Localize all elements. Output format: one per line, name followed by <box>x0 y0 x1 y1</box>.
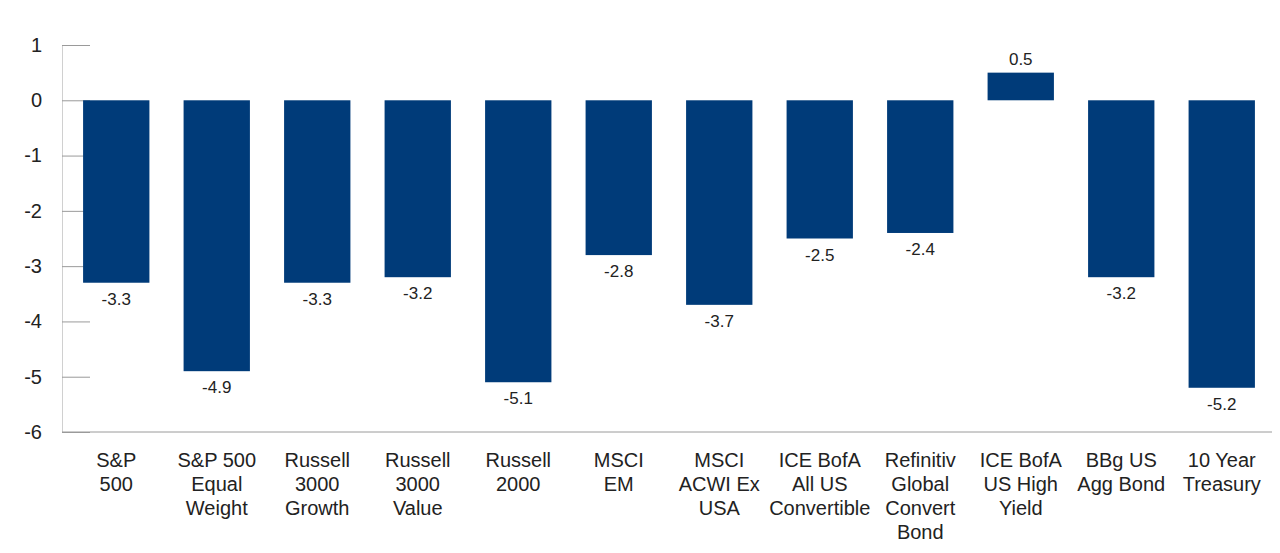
x-axis-line <box>62 432 1272 433</box>
data-label: -3.2 <box>403 284 432 303</box>
y-tick-label: 0 <box>31 89 42 111</box>
bar <box>1088 100 1154 277</box>
x-tick-label: ICE BofAAll USConvertible <box>769 449 870 519</box>
data-labels: -3.3 -4.9 -3.3 -3.2 -5.1 -2.8 -3.7 -2.5 -2.4 0.5 -… <box>102 50 1237 414</box>
y-tick-label: -2 <box>24 200 42 222</box>
x-axis: S&P500 S&P 500EqualWeight Russell3000Growt… <box>62 432 1272 543</box>
bar <box>887 100 953 233</box>
y-tick-label: -1 <box>24 144 42 166</box>
x-tick: RefinitivGlobalConvertBond <box>885 432 956 543</box>
bar <box>485 100 551 382</box>
chart: -6 -5 -4 -3 -2 -1 0 1 S&P500 S&P 500EqualWeight Ru… <box>0 0 1280 553</box>
bar <box>184 100 250 371</box>
x-tick: ICE BofAUS HighYield <box>980 432 1063 519</box>
data-label: -5.2 <box>1207 395 1236 414</box>
y-tick: -3 <box>24 255 90 277</box>
x-tick: MSCIACWI ExUSA <box>679 432 760 519</box>
bar <box>1189 100 1255 387</box>
y-axis: -6 -5 -4 -3 -2 -1 0 1 <box>24 34 90 443</box>
x-tick-label: ICE BofAUS HighYield <box>980 449 1063 519</box>
data-label: -3.7 <box>705 312 734 331</box>
y-axis-line <box>62 46 63 433</box>
y-tick: 1 <box>31 34 90 56</box>
bar <box>83 100 149 282</box>
x-tick: Russell3000Growth <box>284 432 350 519</box>
data-label: -3.3 <box>102 290 131 309</box>
x-tick: Russell2000 <box>485 432 551 495</box>
y-tick: -5 <box>24 366 90 388</box>
bar <box>787 100 853 238</box>
x-tick: BBg USAgg Bond <box>1077 432 1165 495</box>
bars <box>83 73 1255 388</box>
data-label: -3.3 <box>303 290 332 309</box>
data-label: -3.2 <box>1107 284 1136 303</box>
data-label: 0.5 <box>1009 50 1033 69</box>
x-tick-label: 10 YearTreasury <box>1183 449 1261 495</box>
x-tick: MSCIEM <box>594 432 644 495</box>
y-tick-label: -6 <box>24 421 42 443</box>
data-label: -4.9 <box>202 378 231 397</box>
y-tick-label: 1 <box>31 34 42 56</box>
y-tick-label: -3 <box>24 255 42 277</box>
x-tick-label: BBg USAgg Bond <box>1077 449 1165 495</box>
y-tick: -2 <box>24 200 90 222</box>
x-tick-label: S&P500 <box>96 449 136 495</box>
data-label: -2.5 <box>805 246 834 265</box>
x-tick-label: S&P 500EqualWeight <box>177 449 256 519</box>
x-tick-label: Russell3000Value <box>385 449 451 519</box>
x-tick: S&P500 <box>96 432 136 495</box>
y-tick: -1 <box>24 144 90 166</box>
x-tick-label: RefinitivGlobalConvertBond <box>885 449 956 543</box>
x-tick: 10 YearTreasury <box>1183 432 1261 495</box>
y-tick-mark <box>62 377 90 378</box>
bar <box>988 73 1054 101</box>
x-tick-label: MSCIEM <box>594 449 644 495</box>
x-tick: Russell3000Value <box>385 432 451 519</box>
bar <box>385 100 451 277</box>
x-tick-label: MSCIACWI ExUSA <box>679 449 760 519</box>
bar <box>686 100 752 305</box>
y-tick: 0 <box>31 89 90 111</box>
x-tick-label: Russell3000Growth <box>284 449 350 519</box>
data-label: -2.8 <box>604 262 633 281</box>
y-tick-mark <box>62 45 90 46</box>
bar <box>586 100 652 255</box>
y-tick-label: -5 <box>24 366 42 388</box>
y-tick-label: -4 <box>24 310 42 332</box>
data-label: -5.1 <box>504 389 533 408</box>
bar <box>284 100 350 282</box>
data-label: -2.4 <box>906 240 935 259</box>
x-tick: S&P 500EqualWeight <box>177 432 256 519</box>
x-tick: ICE BofAAll USConvertible <box>769 432 870 519</box>
y-tick: -4 <box>24 310 90 332</box>
y-tick-mark <box>62 321 90 322</box>
x-tick-label: Russell2000 <box>485 449 551 495</box>
